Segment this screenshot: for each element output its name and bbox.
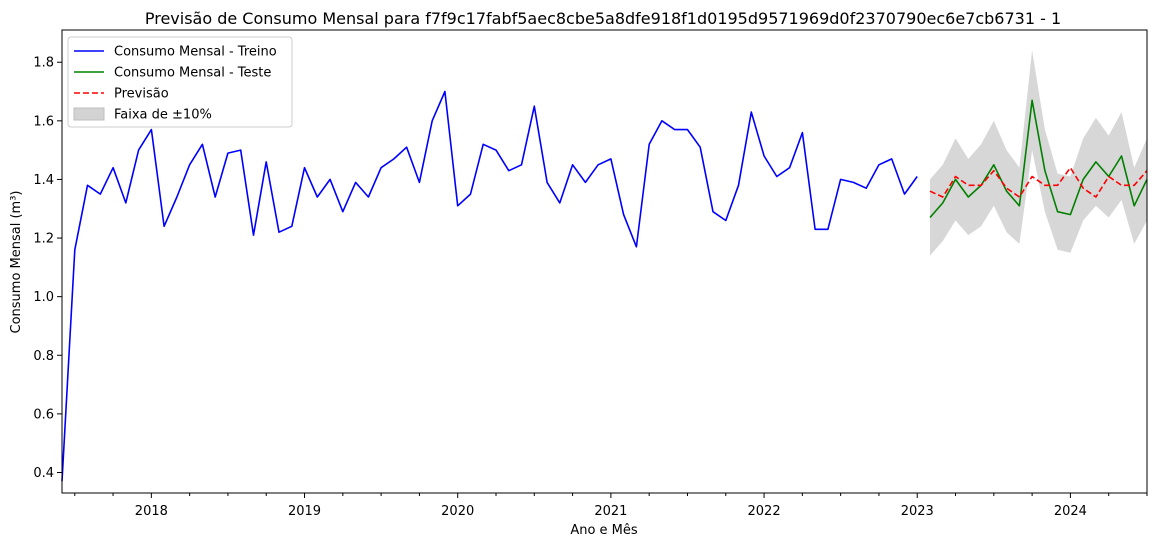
x-tick-label: 2018: [135, 504, 168, 519]
legend-swatch: [73, 107, 105, 121]
x-tick-label: 2021: [594, 504, 627, 519]
tolerance-band-layer: [930, 50, 1147, 256]
x-tick-label: 2024: [1054, 504, 1087, 519]
y-tick-label: 1.0: [33, 290, 54, 305]
legend-label: Consumo Mensal - Treino: [114, 45, 277, 60]
x-tick-label: 2022: [748, 504, 781, 519]
y-tick-label: 1.6: [33, 114, 54, 129]
y-tick-label: 1.8: [33, 56, 54, 71]
chart-title: Previsão de Consumo Mensal para f7f9c17f…: [145, 9, 1061, 28]
x-tick-label: 2019: [288, 504, 321, 519]
legend: Consumo Mensal - Treino Consumo Mensal - …: [67, 36, 293, 128]
x-tick-label: 2023: [901, 504, 934, 519]
y-axis-title: Consumo Mensal (m³): [9, 191, 24, 334]
x-axis-title: Ano e Mês: [570, 523, 638, 538]
plot-area-frame: [61, 29, 1148, 494]
y-tick-label: 0.4: [33, 466, 54, 481]
series-line-test: [929, 99, 1148, 219]
x-axis: 2018 2019 2020 2021 2022 2023 2024: [74, 493, 1148, 519]
legend-label: Consumo Mensal - Teste: [114, 66, 271, 81]
y-axis: 0.4 0.6 0.8 1.0 1.2 1.4 1.6 1.8: [33, 56, 62, 481]
legend-label: Faixa de ±10%: [114, 108, 212, 123]
legend-box: [67, 36, 293, 128]
series-layer: [61, 90, 1148, 482]
y-tick-label: 1.2: [33, 232, 54, 247]
x-tick-label: 2020: [441, 504, 474, 519]
y-tick-label: 1.4: [33, 173, 54, 188]
series-line-forecast: [929, 166, 1148, 198]
legend-label: Previsão: [114, 87, 169, 102]
tolerance-band-area: [930, 50, 1147, 256]
y-tick-label: 0.6: [33, 407, 54, 422]
y-tick-label: 0.8: [33, 349, 54, 364]
series-line-train: [61, 90, 918, 482]
